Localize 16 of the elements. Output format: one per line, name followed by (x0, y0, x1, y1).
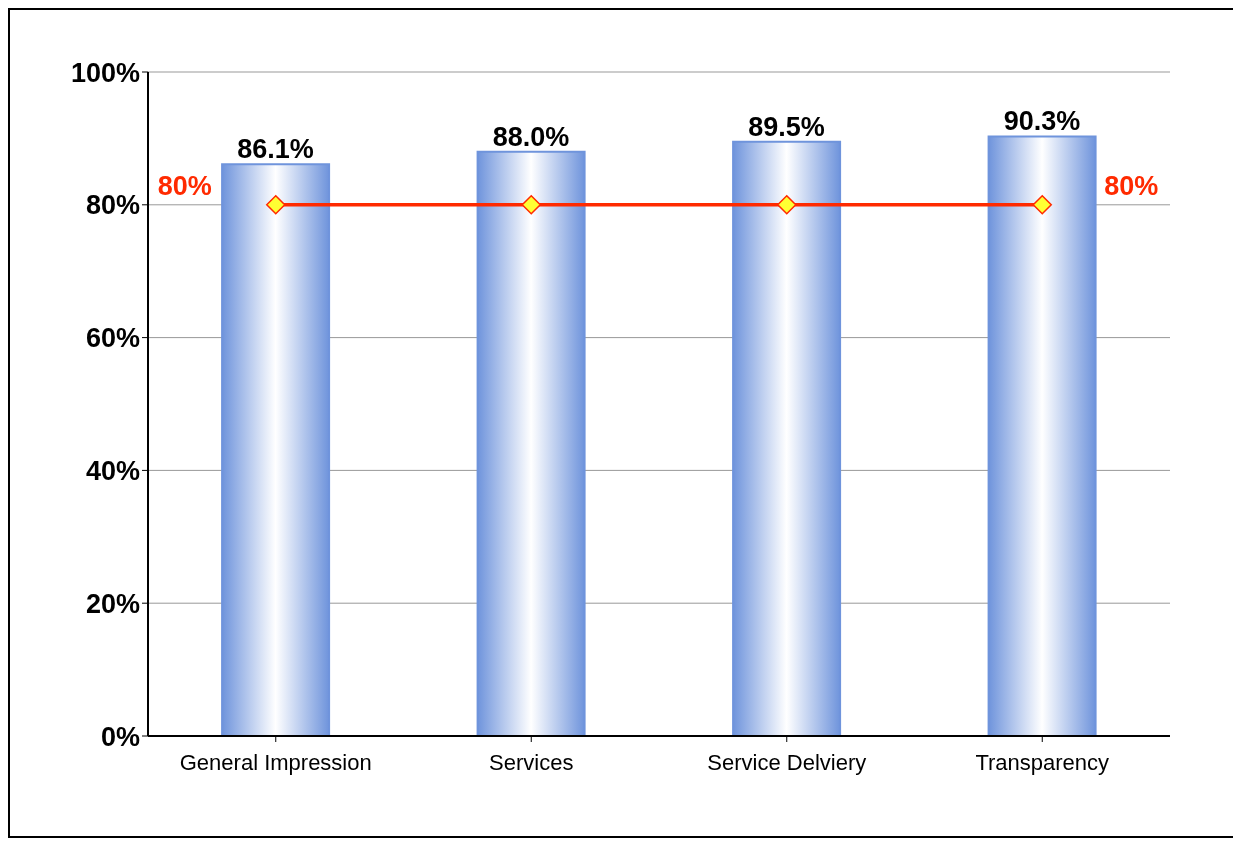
data-label: 90.3% (1003, 106, 1081, 137)
y-tick-label: 40% (85, 455, 140, 486)
y-tick-label: 0% (100, 721, 140, 752)
data-label: 88.0% (492, 121, 570, 152)
x-tick-label: Transparency (975, 749, 1110, 775)
y-tick-label: 80% (85, 190, 140, 221)
annotation: 80% (157, 170, 212, 201)
x-tick-label: General Impression (179, 749, 372, 775)
annotation: 80% (1104, 170, 1159, 201)
y-tick-label: 100% (70, 57, 140, 88)
data-label: 89.5% (748, 111, 825, 142)
data-label: 86.1% (237, 134, 314, 165)
y-tick-label: 20% (85, 588, 140, 619)
y-tick-label: 60% (85, 323, 140, 354)
x-tick-label: Services (489, 749, 574, 775)
x-tick-label: Service Delviery (707, 749, 867, 775)
